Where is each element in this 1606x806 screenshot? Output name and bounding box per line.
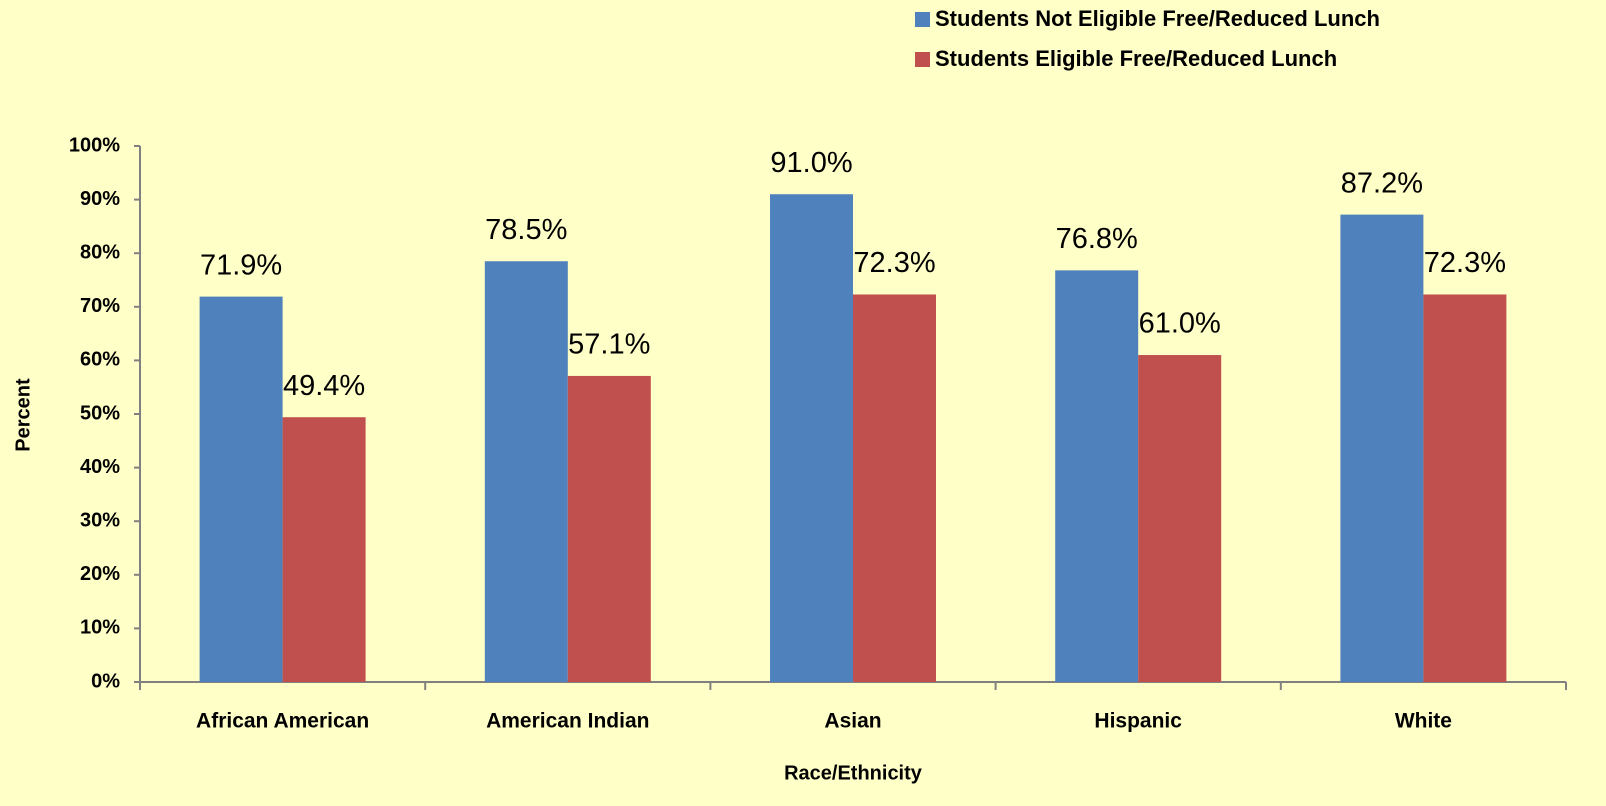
y-tick-label: 30% bbox=[80, 509, 120, 531]
bar bbox=[1055, 270, 1139, 682]
y-tick-label: 50% bbox=[80, 402, 120, 424]
y-tick-label: 10% bbox=[80, 617, 120, 639]
bar bbox=[484, 261, 568, 682]
legend-swatch bbox=[915, 12, 930, 27]
bar bbox=[1138, 355, 1222, 682]
value-label: 72.3% bbox=[1424, 247, 1506, 279]
value-label: 61.0% bbox=[1139, 308, 1221, 340]
y-tick-label: 70% bbox=[80, 295, 120, 317]
value-label: 72.3% bbox=[853, 247, 935, 279]
value-label: 78.5% bbox=[485, 214, 567, 246]
legend-label: Students Not Eligible Free/Reduced Lunch bbox=[935, 6, 1380, 31]
x-tick-label: African American bbox=[196, 710, 369, 733]
legend-swatch bbox=[915, 52, 930, 67]
bar bbox=[1340, 214, 1424, 682]
x-tick-label: American Indian bbox=[486, 710, 649, 733]
y-axis-label: Percent bbox=[12, 378, 34, 452]
bar bbox=[853, 294, 936, 682]
y-tick-label: 20% bbox=[80, 563, 120, 585]
x-axis-label: Race/Ethnicity bbox=[784, 762, 923, 784]
x-tick-label: Hispanic bbox=[1094, 710, 1182, 733]
y-tick-label: 0% bbox=[91, 670, 120, 692]
value-label: 57.1% bbox=[568, 329, 650, 361]
value-label: 76.8% bbox=[1056, 223, 1138, 255]
y-tick-label: 80% bbox=[80, 241, 120, 263]
bar bbox=[567, 375, 651, 682]
legend-label: Students Eligible Free/Reduced Lunch bbox=[935, 46, 1337, 71]
bar bbox=[282, 417, 366, 682]
value-label: 71.9% bbox=[200, 249, 282, 281]
y-tick-label: 60% bbox=[80, 349, 120, 371]
y-tick-label: 40% bbox=[80, 456, 120, 478]
y-tick-label: 100% bbox=[69, 134, 120, 156]
y-tick-label: 90% bbox=[80, 188, 120, 210]
bar bbox=[770, 194, 853, 683]
value-label: 87.2% bbox=[1341, 167, 1423, 199]
value-label: 49.4% bbox=[283, 370, 365, 402]
x-tick-label: Asian bbox=[824, 710, 881, 733]
x-tick-label: White bbox=[1395, 710, 1452, 733]
value-label: 91.0% bbox=[770, 147, 852, 179]
bar bbox=[199, 296, 283, 682]
bar bbox=[1423, 294, 1507, 682]
